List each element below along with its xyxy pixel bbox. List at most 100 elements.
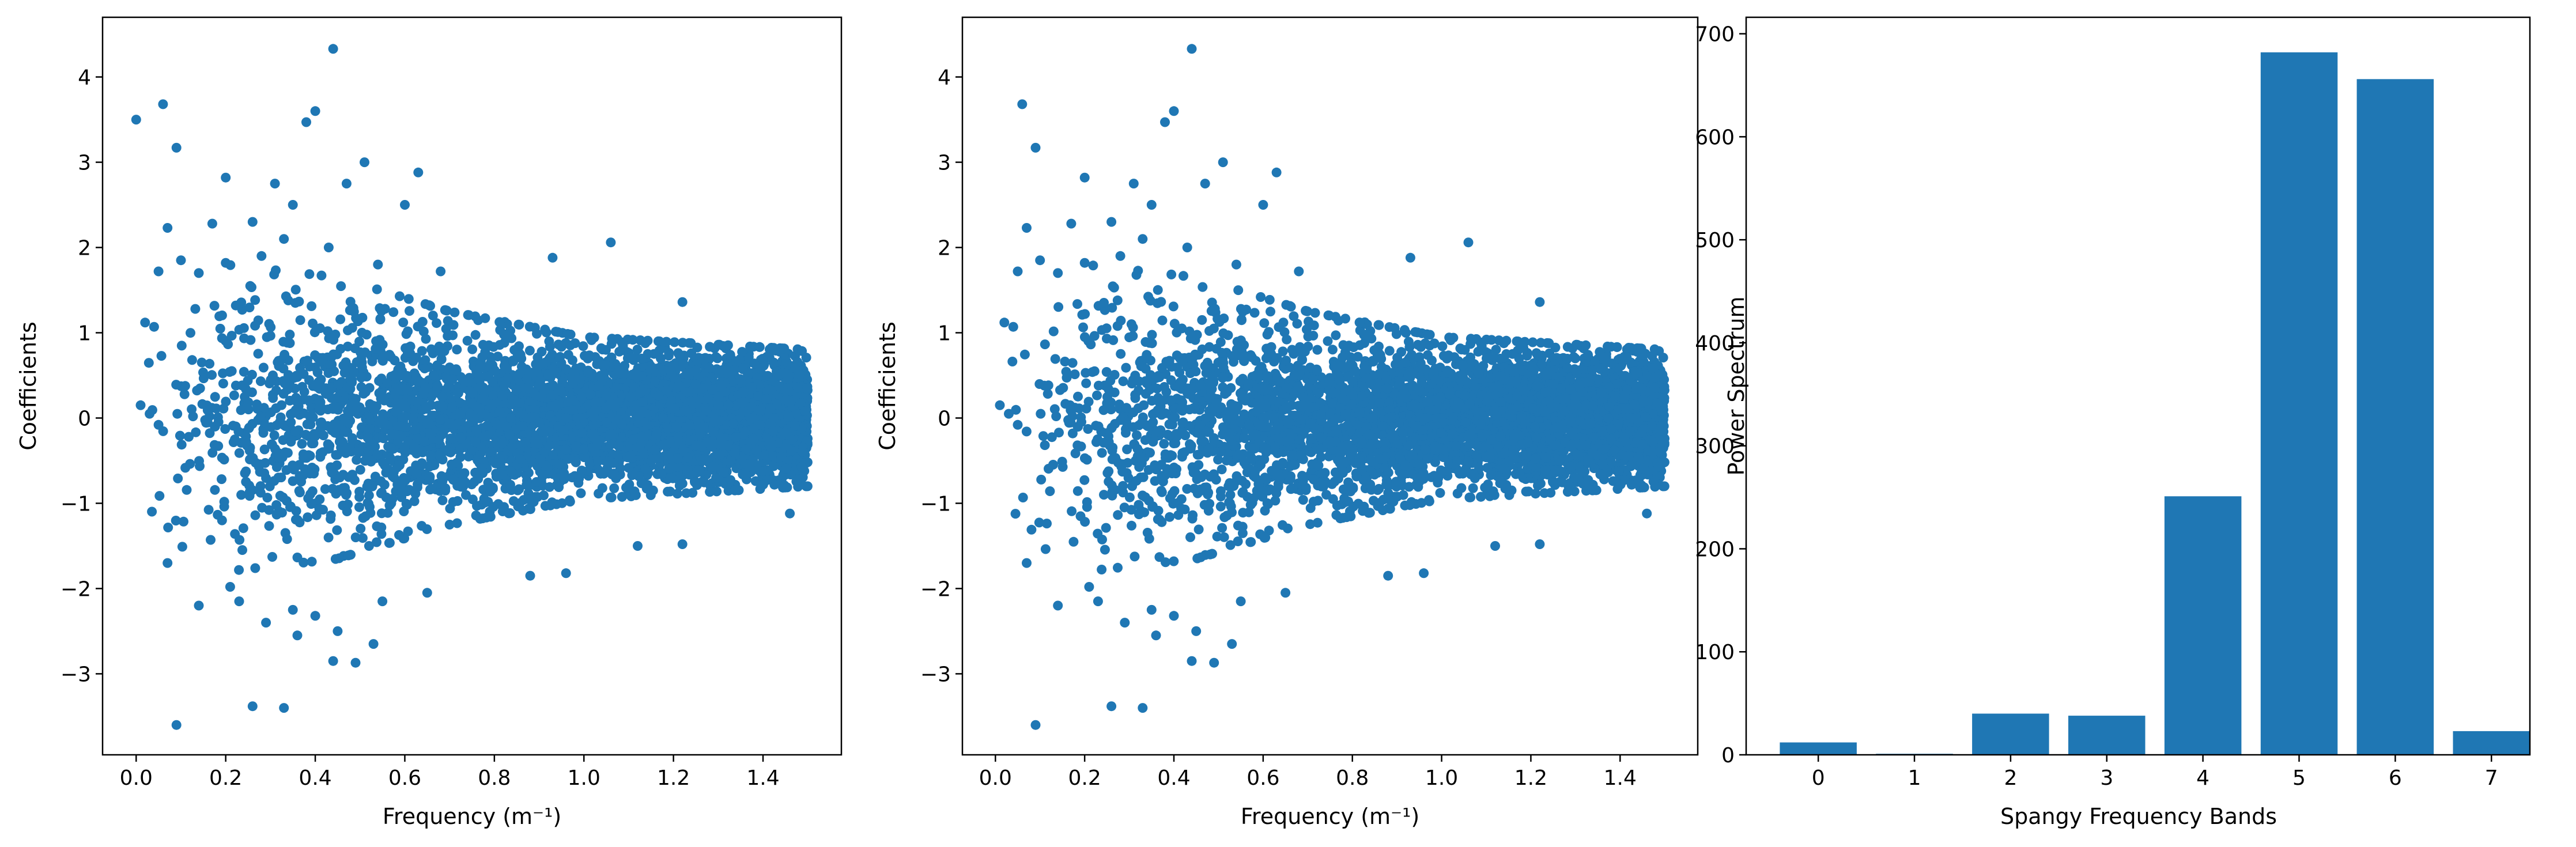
scatter-point bbox=[539, 385, 550, 395]
scatter-point bbox=[369, 405, 380, 415]
scatter-point bbox=[532, 328, 542, 339]
scatter-point bbox=[214, 311, 225, 322]
scatter-point bbox=[372, 521, 382, 531]
scatter-point bbox=[391, 399, 401, 409]
scatter-point bbox=[387, 494, 398, 504]
scatter-point bbox=[326, 514, 336, 524]
y-tick-label: −3 bbox=[61, 663, 91, 686]
scatter-point bbox=[372, 537, 382, 547]
scatter-point bbox=[497, 391, 507, 401]
scatter-point bbox=[354, 492, 365, 502]
scatter-point bbox=[511, 385, 522, 395]
scatter-point bbox=[180, 381, 190, 391]
scatter-point bbox=[730, 485, 740, 496]
scatter-point bbox=[452, 518, 462, 528]
scatter-point bbox=[663, 486, 673, 497]
scatter-point bbox=[288, 604, 298, 615]
scatter-point bbox=[452, 496, 463, 506]
scatter-point bbox=[1138, 703, 1148, 713]
scatter-point bbox=[364, 498, 374, 509]
scatter-point bbox=[354, 336, 364, 347]
scatter-point bbox=[256, 251, 267, 261]
scatter-point bbox=[194, 268, 204, 278]
scatter-point bbox=[432, 318, 441, 328]
scatter-point bbox=[156, 351, 167, 361]
scatter-point bbox=[475, 361, 486, 371]
scatter-point bbox=[597, 376, 607, 386]
y-axis-label-left: Coefficients bbox=[16, 322, 41, 451]
scatter-point bbox=[250, 295, 260, 305]
scatter-point bbox=[741, 444, 751, 455]
scatter-point bbox=[630, 490, 641, 500]
scatter-point bbox=[599, 360, 609, 370]
scatter-point bbox=[605, 456, 615, 467]
scatter-point bbox=[432, 381, 443, 391]
scatter-point bbox=[176, 440, 187, 450]
scatter-point bbox=[372, 449, 383, 460]
scatter-point bbox=[754, 342, 765, 352]
scatter-point bbox=[245, 454, 255, 464]
scatter-point bbox=[360, 157, 369, 168]
scatter-point bbox=[362, 482, 372, 491]
scatter-point bbox=[304, 395, 314, 406]
scatter-point bbox=[1013, 419, 1023, 430]
scatter-point bbox=[750, 476, 761, 486]
scatter-point bbox=[705, 487, 715, 497]
scatter-point bbox=[445, 504, 455, 514]
scatter-point bbox=[345, 408, 355, 418]
scatter-point bbox=[244, 423, 254, 433]
scatter-point bbox=[264, 505, 274, 515]
scatter-point bbox=[378, 433, 388, 443]
scatter-point bbox=[682, 452, 693, 463]
scatter-point bbox=[376, 529, 387, 539]
scatter-point bbox=[504, 508, 514, 519]
scatter-point bbox=[288, 476, 298, 486]
scatter-point bbox=[334, 379, 344, 390]
y-tick-label: 4 bbox=[78, 66, 91, 90]
scatter-point bbox=[781, 395, 791, 405]
scatter-point bbox=[730, 365, 739, 375]
scatter-point bbox=[551, 400, 561, 410]
scatter-point bbox=[295, 362, 305, 373]
scatter-point bbox=[728, 418, 738, 429]
scatter-point bbox=[307, 486, 318, 496]
scatter-point bbox=[410, 489, 421, 499]
scatter-point bbox=[140, 317, 150, 328]
scatter-point bbox=[520, 437, 530, 448]
scatter-point bbox=[518, 505, 528, 516]
scatter-point bbox=[261, 618, 271, 628]
scatter-point bbox=[409, 496, 420, 506]
scatter-point bbox=[315, 418, 326, 428]
scatter-point bbox=[238, 523, 248, 534]
scatter-point bbox=[420, 355, 430, 365]
scatter-point bbox=[487, 376, 497, 386]
scatter-point bbox=[462, 335, 473, 346]
scatter-point bbox=[149, 322, 159, 332]
scatter-point bbox=[1227, 639, 1237, 649]
scatter-point bbox=[731, 432, 741, 443]
scatter-point bbox=[654, 336, 664, 346]
scatter-point bbox=[674, 381, 684, 391]
scatter-point bbox=[493, 351, 503, 362]
scatter-point bbox=[347, 433, 357, 443]
scatter-point bbox=[243, 397, 254, 407]
scatter-point bbox=[279, 350, 290, 360]
scatter-point bbox=[255, 487, 266, 498]
scatter-point bbox=[327, 467, 337, 478]
scatter-point bbox=[563, 453, 573, 464]
scatter-point bbox=[696, 455, 707, 466]
scatter-point bbox=[561, 413, 571, 423]
scatter-point bbox=[513, 319, 524, 330]
scatter-point bbox=[440, 483, 451, 493]
x-tick-label: 1.0 bbox=[568, 766, 600, 790]
scatter-point bbox=[213, 417, 224, 427]
scatter-point bbox=[600, 391, 611, 401]
scatter-point bbox=[1022, 223, 1032, 233]
scatter-point bbox=[570, 338, 580, 349]
scatter-point bbox=[480, 409, 490, 419]
scatter-point bbox=[1008, 322, 1018, 332]
scatter-point bbox=[783, 411, 794, 422]
scatter-point bbox=[531, 477, 542, 487]
scatter-point bbox=[292, 630, 303, 641]
scatter-point bbox=[573, 478, 584, 488]
